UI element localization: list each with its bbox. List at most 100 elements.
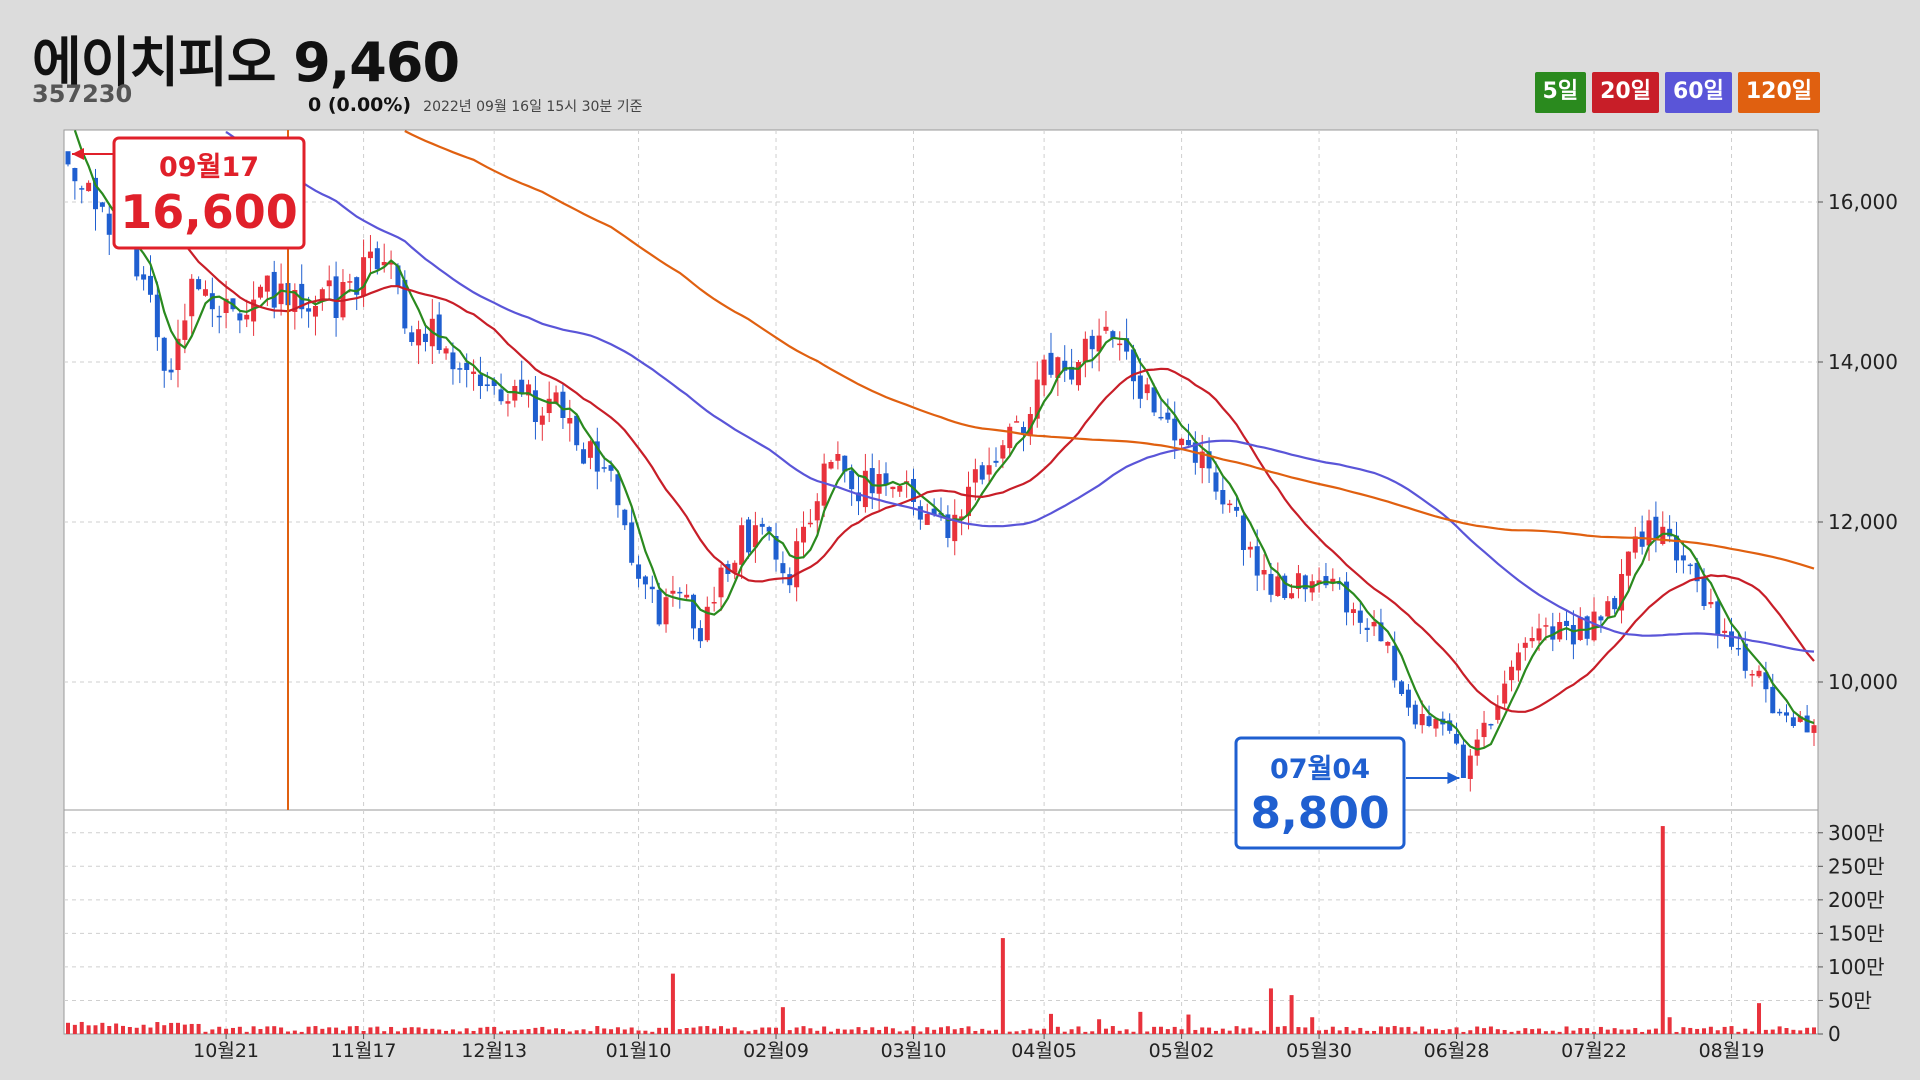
volume-bar [1138, 1011, 1143, 1034]
candle-body [1804, 715, 1810, 733]
candle-body [1763, 672, 1769, 690]
volume-bar [299, 1031, 304, 1034]
volume-bar [712, 1028, 717, 1034]
price-tick-label: 10,000 [1828, 670, 1898, 694]
candle-body [1522, 642, 1528, 648]
volume-bar [485, 1026, 490, 1034]
candle-body [1502, 683, 1508, 704]
volume-bar [643, 1030, 648, 1034]
candle-body [99, 202, 105, 207]
candle-body [1185, 440, 1191, 446]
candle-body [299, 283, 305, 310]
volume-bar [499, 1031, 504, 1034]
candle-body [223, 298, 229, 314]
candle-body [1474, 739, 1480, 756]
volume-bar [1454, 1027, 1459, 1034]
candle-body [519, 379, 525, 394]
volume-bar [1124, 1029, 1129, 1034]
volume-bar [1330, 1026, 1335, 1034]
legend-ma120[interactable]: 120일 [1737, 72, 1820, 113]
volume-bar [1165, 1029, 1170, 1034]
candle-body [1020, 427, 1026, 434]
high-marker-value: 16,600 [120, 185, 298, 239]
volume-axis: 0 50만 100만 150만 200만 250만 300만 [1818, 821, 1885, 1046]
volume-bar [1014, 1031, 1019, 1034]
volume-bar [1674, 1031, 1679, 1034]
volume-bar [1323, 1029, 1328, 1034]
candle-body [1570, 625, 1576, 645]
volume-bar [1193, 1029, 1198, 1034]
volume-bar [519, 1029, 524, 1034]
price-axis: 10,000 12,000 14,000 16,000 [1818, 190, 1898, 694]
volume-bar [1564, 1026, 1569, 1034]
volume-bar [815, 1030, 820, 1034]
candle-body [1722, 630, 1728, 633]
volume-bar [120, 1025, 125, 1034]
candle-body [876, 474, 882, 494]
volume-bar [457, 1031, 462, 1034]
candle-body [1790, 717, 1796, 726]
volume-bar [1234, 1026, 1239, 1034]
volume-bar [272, 1026, 277, 1034]
date-tick-label: 05월02 [1149, 1040, 1215, 1062]
volume-bar [1502, 1029, 1507, 1034]
volume-bar [93, 1025, 98, 1034]
volume-bar [347, 1026, 352, 1034]
candle-body [409, 332, 415, 342]
volume-bar [1097, 1019, 1102, 1034]
volume-bar [1186, 1014, 1191, 1034]
volume-bar [1537, 1028, 1542, 1034]
legend-ma5[interactable]: 5일 [1534, 72, 1587, 113]
volume-bar [1420, 1026, 1425, 1034]
volume-bar [505, 1030, 510, 1034]
candle-body [835, 454, 841, 461]
volume-bar [444, 1030, 449, 1034]
candle-body [1062, 360, 1068, 371]
candle-body [361, 257, 367, 296]
volume-bar [1158, 1026, 1163, 1034]
candle-body [828, 462, 834, 469]
candle-body [1027, 414, 1033, 437]
candle-body [395, 265, 401, 286]
volume-bar [100, 1022, 105, 1034]
candle-body [1735, 648, 1741, 650]
volume-bar [767, 1027, 772, 1034]
volume-bar [1255, 1031, 1260, 1034]
candle-body [1069, 366, 1075, 380]
volume-bar [354, 1025, 359, 1034]
candle-body [642, 576, 648, 585]
volume-bar [1468, 1030, 1473, 1034]
candle-body [182, 320, 188, 340]
candle-body [86, 182, 92, 192]
candle-body [1729, 631, 1735, 647]
candle-body [175, 338, 181, 371]
candle-body [312, 306, 318, 317]
volume-bar [1103, 1028, 1108, 1034]
candle-body [1612, 598, 1618, 610]
volume-bar [1770, 1029, 1775, 1034]
candle-body [92, 177, 98, 210]
volume-bar [382, 1031, 387, 1034]
volume-bar [1048, 1013, 1053, 1034]
volume-bar [932, 1029, 937, 1034]
candle-body [1165, 412, 1171, 420]
volume-bar [114, 1023, 119, 1034]
candle-body [1117, 343, 1123, 346]
ma-line-120 [404, 130, 1815, 570]
volume-bar [1076, 1026, 1081, 1034]
legend-ma20[interactable]: 20일 [1592, 72, 1659, 113]
volume-bar [1227, 1030, 1232, 1034]
volume-bar [450, 1029, 455, 1034]
volume-bar [1289, 995, 1294, 1034]
candle-body [1234, 506, 1240, 511]
volume-bar [224, 1028, 229, 1034]
volume-bar [1179, 1029, 1184, 1034]
volume-bar [1653, 1028, 1658, 1034]
low-marker-box [1234, 736, 1406, 850]
legend-ma60[interactable]: 60일 [1664, 72, 1732, 113]
volume-bar [1358, 1027, 1363, 1034]
volume-bar [1695, 1028, 1700, 1034]
price-tick-label: 14,000 [1828, 350, 1898, 374]
volume-bar [533, 1027, 538, 1034]
